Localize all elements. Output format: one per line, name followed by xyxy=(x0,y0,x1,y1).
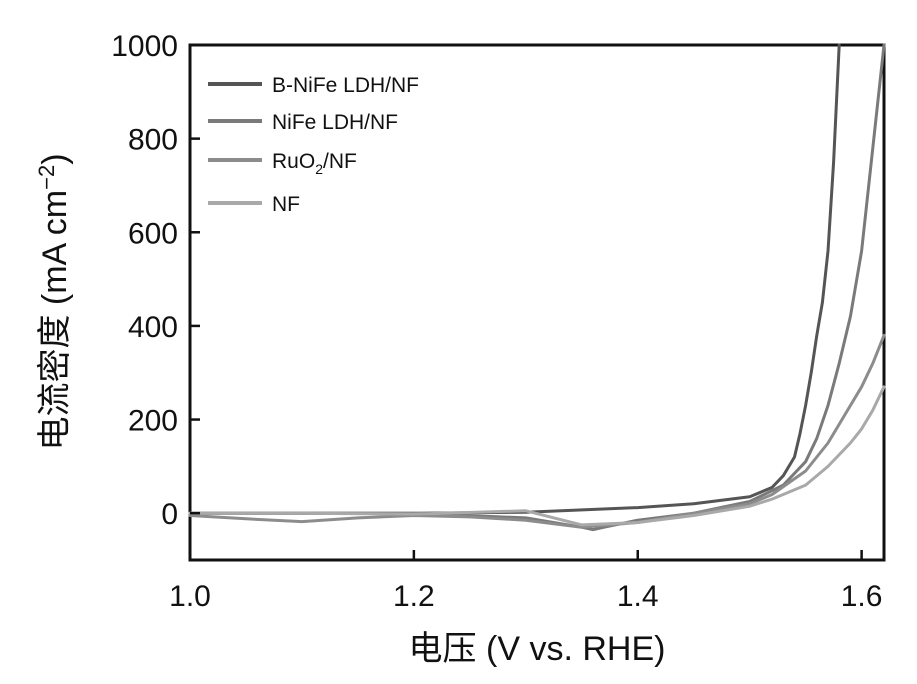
legend-label-tail: /NF xyxy=(323,150,357,173)
series-line-4 xyxy=(188,385,886,527)
legend-label-4: NF xyxy=(272,193,300,216)
x-tick-label: 1.2 xyxy=(393,580,435,613)
y-tick-label: 1000 xyxy=(111,30,178,63)
legend-label-main: NF xyxy=(272,193,300,216)
legend: B-NiFe LDH/NF NiFe LDH/NF RuO2/NF NF xyxy=(208,74,419,216)
y-tick-label: 800 xyxy=(128,124,178,157)
x-axis-title: 电压 (V vs. RHE) xyxy=(409,630,666,668)
y-tick-label: 400 xyxy=(128,311,178,344)
x-tick-label: 1.0 xyxy=(169,580,211,613)
legend-label-subscript: 2 xyxy=(315,161,323,177)
legend-label-main: B-NiFe LDH/NF xyxy=(272,74,419,97)
x-tick-label: 1.6 xyxy=(841,580,883,613)
y-axis-title-end: ) xyxy=(36,153,74,164)
series-layer xyxy=(188,43,886,532)
legend-label-2: NiFe LDH/NF xyxy=(272,111,398,134)
x-tick-label: 1.4 xyxy=(617,580,659,613)
y-axis-title-main: 电流密度 (mA cm xyxy=(36,190,74,451)
legend-label-main: RuO xyxy=(272,150,315,173)
series-line-2 xyxy=(188,43,886,532)
y-tick-label: 0 xyxy=(161,498,178,531)
y-axis-title: 电流密度 (mA cm−2) xyxy=(34,153,74,450)
tick-layer: 1.0 1.2 1.4 1.6 0 200 400 600 800 1000 xyxy=(111,30,882,613)
y-tick-label: 600 xyxy=(128,217,178,250)
legend-label-main: NiFe LDH/NF xyxy=(272,111,398,134)
legend-label-1: B-NiFe LDH/NF xyxy=(272,74,419,97)
legend-label-3: RuO2/NF xyxy=(272,150,357,177)
y-tick-label: 200 xyxy=(128,405,178,438)
plot-area xyxy=(188,43,886,562)
y-axis-title-superscript: −2 xyxy=(34,165,59,190)
